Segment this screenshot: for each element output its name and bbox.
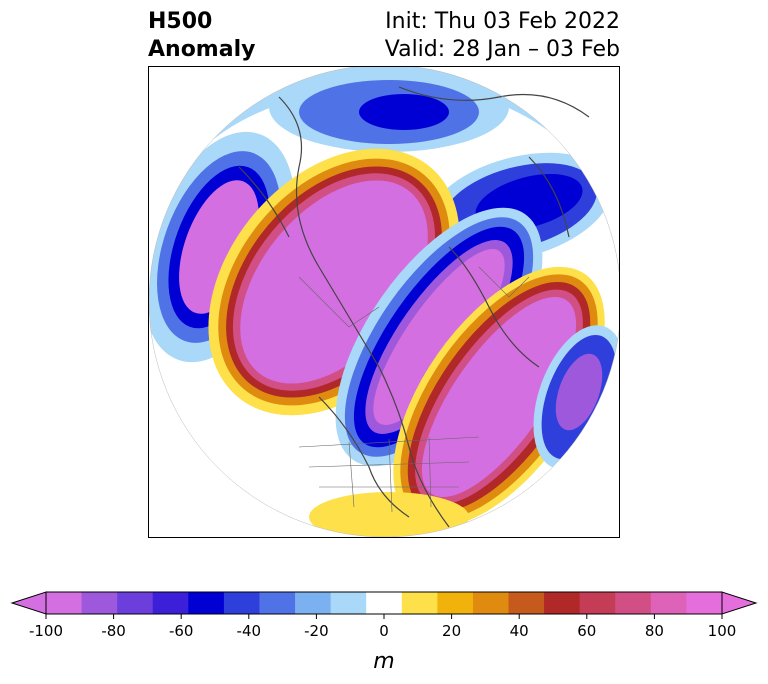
colorbar-bin bbox=[295, 592, 332, 614]
coastlines bbox=[238, 86, 590, 528]
colorbar-bin bbox=[223, 592, 260, 614]
colorbar-tick-label: 40 bbox=[510, 622, 529, 640]
map-title: H500 Anomaly bbox=[148, 8, 255, 64]
colorbar: -100 -80 -60 -40 -20 0 20 40 60 80 100 m bbox=[0, 580, 768, 674]
colorbar-tick-label: -100 bbox=[29, 622, 63, 640]
colorbar-bin bbox=[686, 592, 723, 614]
colorbar-bin bbox=[508, 592, 545, 614]
map-panel bbox=[148, 66, 620, 538]
colorbar-tick-label: 20 bbox=[442, 622, 461, 640]
colorbar-tick-label: -40 bbox=[237, 622, 262, 640]
political-borders bbox=[298, 266, 530, 513]
colorbar-bin bbox=[81, 592, 118, 614]
colorbar-bin bbox=[579, 592, 616, 614]
colorbar-bin bbox=[401, 592, 438, 614]
colorbar-under-arrow bbox=[10, 591, 47, 615]
init-time: Init: Thu 03 Feb 2022 bbox=[385, 9, 620, 34]
valid-period: Valid: 28 Jan – 03 Feb bbox=[384, 37, 620, 62]
anomaly-map bbox=[149, 67, 619, 537]
colorbar-tick-label: 0 bbox=[379, 622, 389, 640]
colorbar-tick-label: -80 bbox=[101, 622, 126, 640]
colorbar-tick-label: -60 bbox=[169, 622, 194, 640]
colorbar-bin bbox=[330, 592, 367, 614]
colorbar-bin bbox=[366, 592, 403, 614]
colorbar-tick-label: -20 bbox=[304, 622, 329, 640]
title-line-field: H500 bbox=[148, 9, 213, 34]
anomaly-field bbox=[149, 67, 619, 537]
colorbar-bin bbox=[188, 592, 225, 614]
colorbar-bin bbox=[437, 592, 474, 614]
colorbar-graphic: -100 -80 -60 -40 -20 0 20 40 60 80 100 m bbox=[10, 591, 758, 674]
colorbar-bin bbox=[259, 592, 296, 614]
colorbar-tick-label: 60 bbox=[577, 622, 596, 640]
colorbar-bin bbox=[544, 592, 581, 614]
colorbar-tick-label: 80 bbox=[645, 622, 664, 640]
title-line-type: Anomaly bbox=[148, 37, 256, 62]
colorbar-bin bbox=[615, 592, 652, 614]
colorbar-tick-label: 100 bbox=[708, 622, 737, 640]
map-subtitle: Init: Thu 03 Feb 2022 Valid: 28 Jan – 03… bbox=[385, 8, 620, 64]
colorbar-bin bbox=[117, 592, 154, 614]
colorbar-bin bbox=[46, 592, 83, 614]
colorbar-unit-label: m bbox=[373, 649, 394, 670]
colorbar-over-arrow bbox=[721, 591, 758, 615]
colorbar-bin bbox=[152, 592, 189, 614]
colorbar-bin bbox=[650, 592, 687, 614]
colorbar-bin bbox=[472, 592, 510, 614]
